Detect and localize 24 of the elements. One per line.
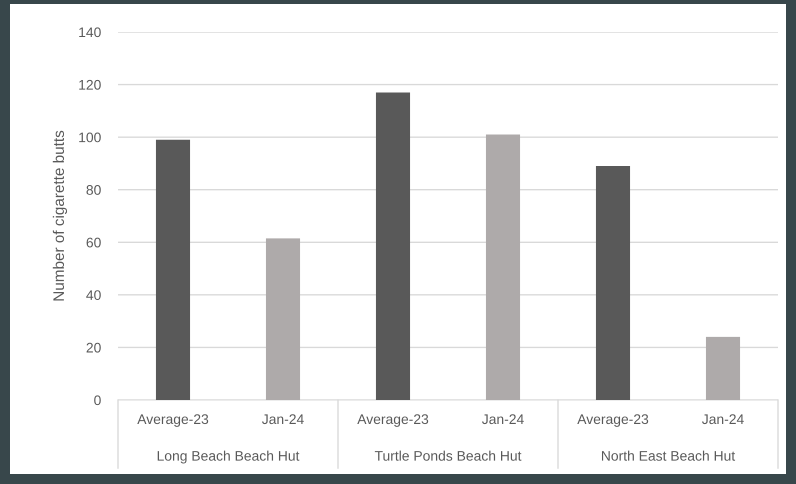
y-tick-label: 120 (79, 80, 101, 90)
bar (376, 92, 410, 400)
bar (596, 166, 630, 400)
y-tick-label: 60 (86, 238, 101, 248)
x-tick-label: Average-23 (137, 414, 208, 427)
y-tick-label: 0 (94, 395, 101, 406)
x-tick-label: Jan-24 (262, 414, 304, 424)
text: North East Beach Hut (602, 450, 736, 461)
text: Turtle Ponds Beach Hut (374, 450, 522, 461)
x-tick-label: Jan-24 (482, 414, 524, 424)
bar (706, 336, 740, 400)
bar (156, 140, 190, 400)
y-tick-label: 140 (79, 27, 101, 38)
bar (266, 238, 300, 400)
y-tick-label: 20 (86, 342, 101, 353)
y-tick-label: 40 (86, 290, 101, 300)
bar (486, 134, 520, 400)
y-axis-title: Number of cigarette butts (52, 130, 68, 301)
x-tick-label: Average-23 (577, 414, 648, 427)
text: Long Beach Beach Hut (158, 450, 300, 464)
y-tick-label: 80 (86, 185, 101, 195)
y-tick-label: 100 (79, 132, 101, 142)
x-tick-label: Jan-24 (702, 414, 744, 424)
x-tick-label: Average-23 (357, 414, 428, 427)
